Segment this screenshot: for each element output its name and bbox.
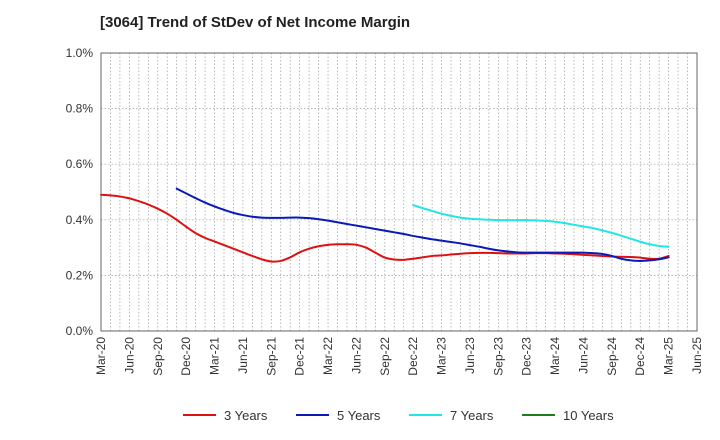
x-tick-label: Sep-23 <box>491 337 505 376</box>
x-tick-label: Dec-22 <box>406 337 420 376</box>
chart-title: [3064] Trend of StDev of Net Income Marg… <box>100 14 411 31</box>
y-tick-label: 1.0% <box>66 46 94 60</box>
y-tick-label: 0.6% <box>66 157 94 171</box>
x-tick-label: Jun-22 <box>349 337 363 374</box>
y-tick-label: 0.0% <box>66 324 94 338</box>
grid <box>100 52 698 332</box>
series-line-5-years <box>175 187 670 262</box>
y-tick-label: 0.4% <box>66 213 94 227</box>
plot-frame <box>100 52 698 332</box>
x-tick-label: Dec-24 <box>633 337 647 376</box>
legend-label-5-years: 5 Years <box>337 408 381 423</box>
x-tick-label: Mar-25 <box>662 337 676 375</box>
legend-label-3-years: 3 Years <box>224 408 268 423</box>
x-tick-label: Sep-24 <box>605 337 619 376</box>
plot-area <box>101 53 697 331</box>
x-tick-label: Jun-24 <box>576 337 590 374</box>
x-tick-label: Jun-21 <box>236 337 250 374</box>
axes: 0.0% 0.2% 0.4% 0.6% 0.8% 1.0% Mar-20 Jun-20 Sep-… <box>66 46 704 376</box>
legend-label-7-years: 7 Years <box>450 408 494 423</box>
x-tick-label: Mar-24 <box>548 337 562 375</box>
y-tick-label: 0.8% <box>66 102 94 116</box>
legend-label-10-years: 10 Years <box>563 408 614 423</box>
series-lines <box>100 187 670 263</box>
x-tick-label: Mar-21 <box>208 337 222 375</box>
x-tick-label: Mar-22 <box>321 337 335 375</box>
legend: 3 Years 5 Years 7 Years 10 Years <box>183 408 614 423</box>
x-tick-label: Sep-21 <box>264 337 278 376</box>
x-tick-label: Jun-23 <box>463 337 477 374</box>
x-tick-label: Jun-20 <box>122 337 136 374</box>
x-tick-label: Dec-20 <box>179 337 193 376</box>
x-tick-label: Sep-20 <box>151 337 165 376</box>
x-tick-label: Jun-25 <box>690 337 704 374</box>
series-line-7-years <box>412 204 670 248</box>
x-tick-label: Dec-23 <box>520 337 534 376</box>
x-tick-label: Sep-22 <box>378 337 392 376</box>
x-tick-label: Mar-20 <box>94 337 108 375</box>
y-tick-label: 0.2% <box>66 268 94 282</box>
x-tick-label: Dec-21 <box>293 337 307 376</box>
x-tick-label: Mar-23 <box>435 337 449 375</box>
series-line-3-years <box>100 193 670 263</box>
